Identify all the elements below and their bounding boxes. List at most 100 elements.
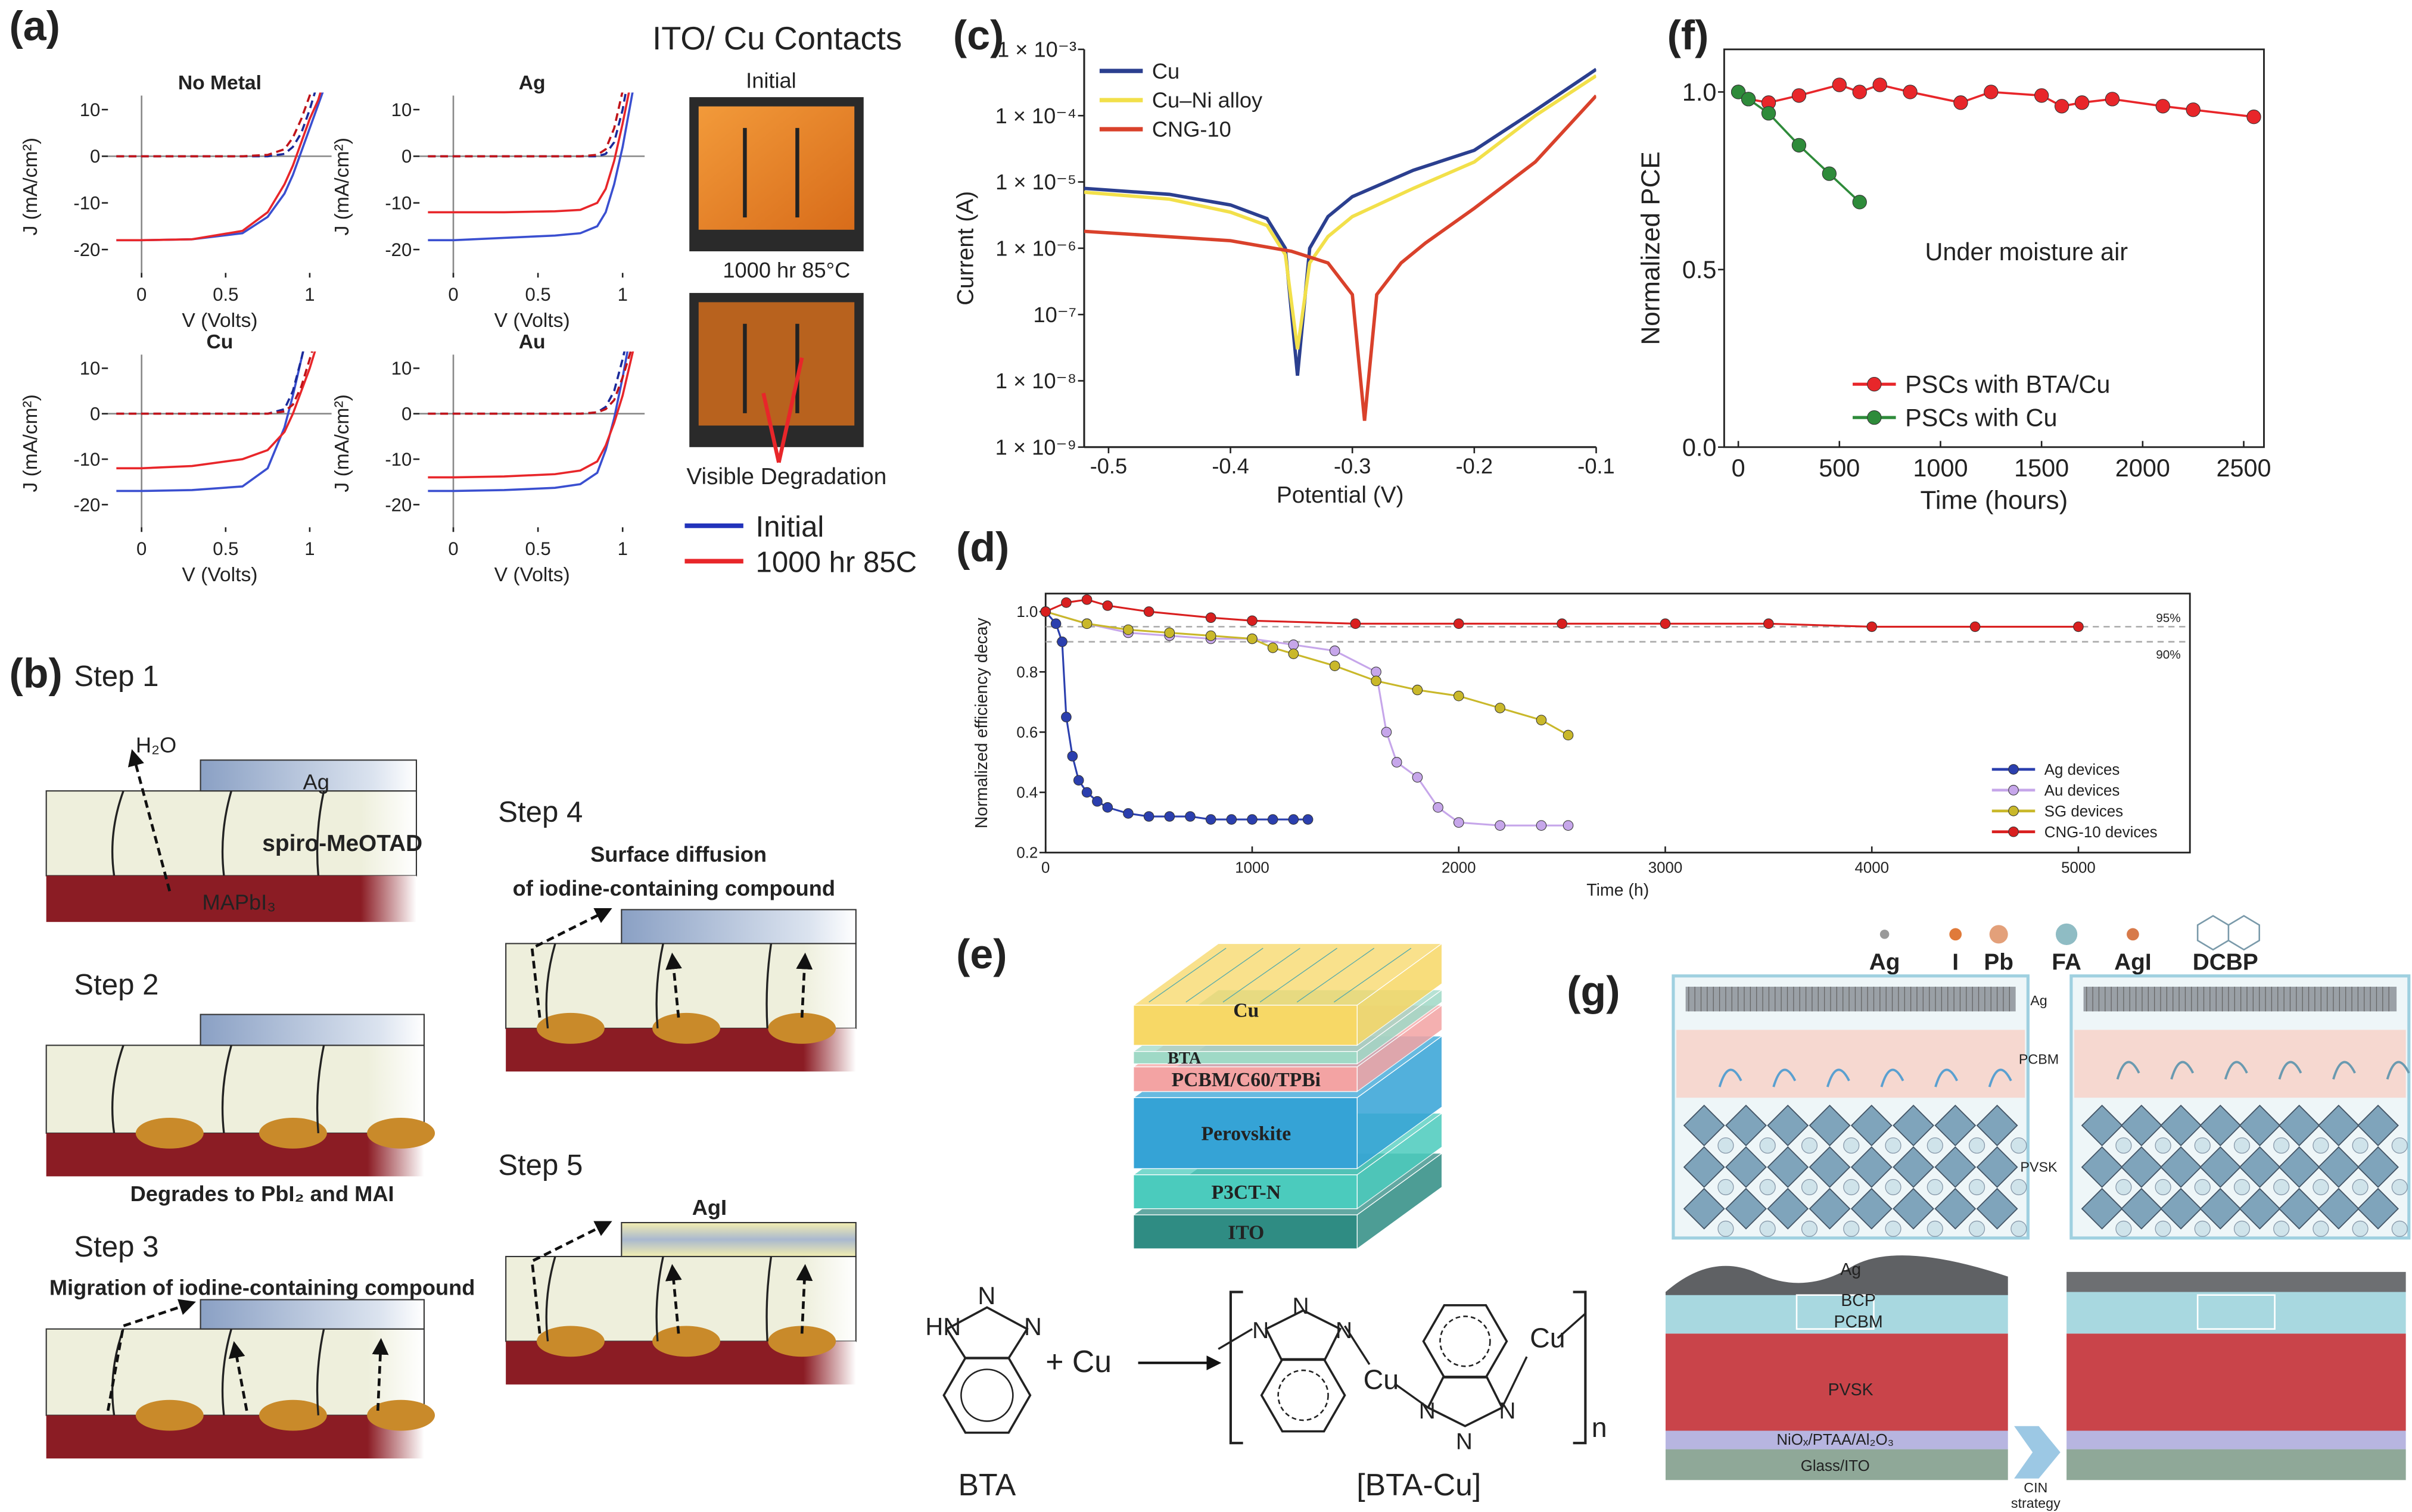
x-tick-label: -0.2 [1456,454,1493,478]
y-tick-label: -10 [385,193,412,214]
x-tick-label: 0 [136,538,147,559]
cation [2233,1137,2251,1154]
octahedron [2278,1146,2320,1188]
layer-label: Glass/ITO [1801,1458,1870,1474]
marker [2155,99,2170,114]
aromatic-circle [960,1368,1014,1422]
cation [2155,1179,2171,1196]
marker [1791,138,1807,153]
marker [1557,618,1567,629]
label: spiro-MeOTAD [262,831,422,856]
layer-label: BCP [1841,1291,1876,1310]
marker [1185,811,1196,822]
atom: N [1499,1398,1515,1424]
migration-arrow [796,952,813,1018]
label: AgI [692,1195,727,1220]
octahedron [1850,1187,1893,1230]
htl-layer [1665,1430,2008,1449]
cation [1885,1137,1901,1154]
octahedron [1683,1187,1725,1230]
etl-layer [1665,1292,2008,1334]
cation [1801,1220,1818,1237]
cation [2010,1179,2027,1196]
ion-path [2332,1061,2356,1080]
octahedron [2239,1104,2281,1146]
x-tick-label: -0.3 [1334,454,1371,478]
cation [1968,1137,1985,1154]
y-tick-label: 10 [391,358,412,379]
x-tick-label: 3000 [1648,859,1683,876]
degradation-zone [652,1326,721,1357]
octahedron [2239,1187,2281,1230]
marker [2105,92,2120,107]
htl-layer [45,1328,425,1416]
legend-label: PSCs with BTA/Cu [1905,371,2110,398]
marker [1852,195,1867,210]
cation [1717,1220,1734,1237]
cation [1843,1137,1860,1154]
marker [1872,77,1887,92]
marker [1453,618,1464,629]
layer-label: ITO [1228,1221,1264,1243]
photo-label: Visible Degradation [686,464,886,490]
marker [1832,77,1847,92]
legend-icon [1879,930,1890,939]
x-tick-label: 5000 [2061,859,2096,876]
octahedron [1725,1146,1767,1188]
ion-path [1880,1068,1904,1087]
marker [1660,618,1671,629]
marker [1081,618,1093,629]
x-tick-label: 0 [136,284,147,305]
octahedron [1893,1146,1934,1188]
x-axis-label: Time (hours) [1921,485,2068,515]
lattice-line [1334,947,1412,1003]
marker [1164,627,1175,638]
y-tick-label: 0.2 [1016,845,1038,862]
cation [2010,1220,2027,1237]
octahedron [2160,1187,2202,1230]
legend-label: SG devices [2044,803,2123,820]
marker [1040,606,1051,617]
y-tick-label: 10⁻⁷ [1033,303,1076,327]
plot-title: Au [519,331,546,353]
marker [1247,615,1258,626]
y-tick-label: 0.8 [1016,664,1038,681]
marker [2054,99,2069,114]
degradation-zone [768,1012,836,1044]
ion-path [2170,1061,2195,1080]
cation [2313,1137,2329,1154]
y-tick-label: 1 × 10⁻⁴ [995,104,1076,128]
y-tick-label: 0.4 [1016,785,1038,802]
photo-film [698,302,855,426]
cation [2273,1137,2290,1154]
legend-icon [1949,928,1962,941]
octahedron [1850,1104,1893,1146]
marker [1984,85,1999,99]
photo-label: 1000 hr 85°C [723,258,850,282]
octahedron [2317,1146,2360,1188]
cation [1927,1137,1943,1154]
marker [1371,666,1381,678]
x-tick-label: 0 [1041,859,1050,876]
marker [1081,594,1093,605]
plot-title: Cu [206,331,233,353]
octahedron [2160,1146,2202,1188]
cation [2155,1220,2171,1237]
bond [1218,1313,1586,1409]
legend-label: CNG-10 devices [2044,824,2158,841]
series-line [428,351,634,479]
arrow-label: CIN [2024,1480,2047,1495]
x-tick-label: 0.5 [525,284,551,305]
marker [1329,646,1340,656]
lattice-line [1149,947,1227,1003]
grain-boundary [316,790,325,876]
marker [1412,772,1423,783]
y-tick-label: -20 [385,494,412,515]
migration-arrow [106,1299,196,1411]
legend-label: Cu–Ni alloy [1152,88,1263,113]
plot-title: No Metal [178,72,262,94]
y-axis-label: J (mA/cm²) [331,138,353,235]
atom: N [978,1282,995,1310]
migration-arrow [530,908,612,1018]
repeat-unit: n [1592,1412,1607,1443]
